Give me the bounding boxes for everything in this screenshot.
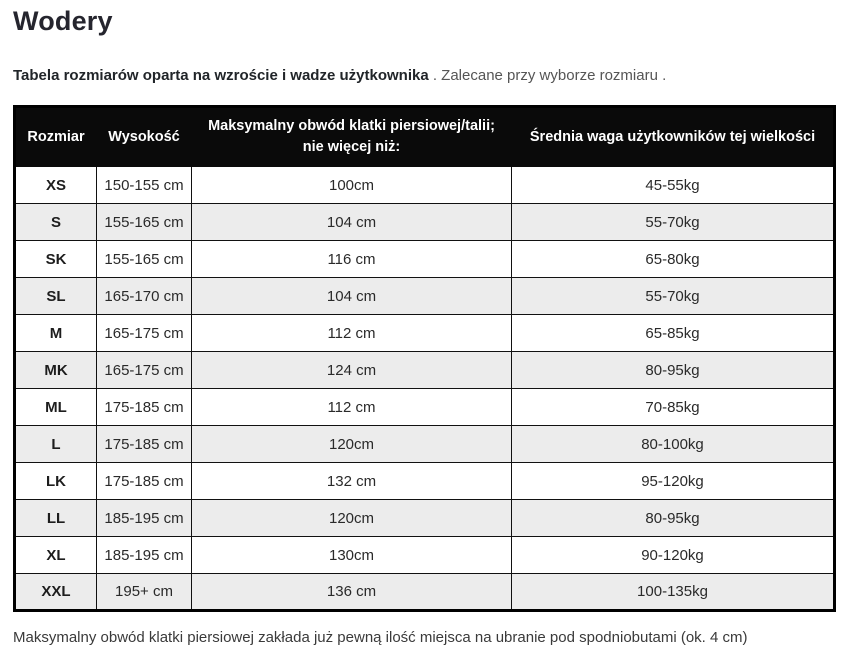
cell-weight: 80-95kg [511,351,835,390]
cell-weight: 55-70kg [511,203,835,242]
cell-size: SK [14,240,97,279]
cell-weight: 45-55kg [511,166,835,205]
cell-chest: 120cm [191,425,512,464]
cell-size: SL [14,277,97,316]
size-table-body: XS 150-155 cm 100cm 45-55kg S 155-165 cm 104 c… [14,166,835,612]
table-row: LK 175-185 cm 132 cm 95-120kg [14,462,835,501]
cell-height: 175-185 cm [96,425,192,464]
cell-chest: 136 cm [191,573,512,612]
table-row: L 175-185 cm 120cm 80-100kg [14,425,835,464]
subtitle: Tabela rozmiarów oparta na wzroście i wa… [13,67,832,85]
cell-size: MK [14,351,97,390]
cell-weight: 80-100kg [511,425,835,464]
cell-chest: 112 cm [191,388,512,427]
cell-height: 165-170 cm [96,277,192,316]
cell-height: 165-175 cm [96,351,192,390]
cell-weight: 65-85kg [511,314,835,353]
header-row: Rozmiar Wysokość Maksymalny obwód klatki… [14,105,835,168]
header-cell-size: Rozmiar [14,105,97,168]
header-cell-weight: Średnia waga użytkowników tej wielkości [511,105,835,168]
table-row: XL 185-195 cm 130cm 90-120kg [14,536,835,575]
cell-chest: 104 cm [191,203,512,242]
subtitle-bold-text: Tabela rozmiarów oparta na wzroście i wa… [13,67,429,84]
cell-size: L [14,425,97,464]
cell-chest: 120cm [191,499,512,538]
cell-weight: 55-70kg [511,277,835,316]
cell-size: ML [14,388,97,427]
cell-height: 165-175 cm [96,314,192,353]
cell-height: 195+ cm [96,573,192,612]
table-row: LL 185-195 cm 120cm 80-95kg [14,499,835,538]
page-title: Wodery [13,6,113,36]
cell-height: 175-185 cm [96,388,192,427]
table-row: XXL 195+ cm 136 cm 100-135kg [14,573,835,612]
cell-chest: 124 cm [191,351,512,390]
cell-weight: 95-120kg [511,462,835,501]
cell-height: 150-155 cm [96,166,192,205]
cell-height: 175-185 cm [96,462,192,501]
table-row: SL 165-170 cm 104 cm 55-70kg [14,277,835,316]
cell-size: XXL [14,573,97,612]
cell-size: LL [14,499,97,538]
cell-chest: 100cm [191,166,512,205]
table-row: XS 150-155 cm 100cm 45-55kg [14,166,835,205]
cell-size: LK [14,462,97,501]
size-table-header: Rozmiar Wysokość Maksymalny obwód klatki… [14,105,835,168]
cell-weight: 80-95kg [511,499,835,538]
cell-size: S [14,203,97,242]
cell-chest: 112 cm [191,314,512,353]
table-row: MK 165-175 cm 124 cm 80-95kg [14,351,835,390]
cell-height: 155-165 cm [96,203,192,242]
table-row: S 155-165 cm 104 cm 55-70kg [14,203,835,242]
table-row: M 165-175 cm 112 cm 65-85kg [14,314,835,353]
table-row: ML 175-185 cm 112 cm 70-85kg [14,388,835,427]
cell-chest: 130cm [191,536,512,575]
size-table: Rozmiar Wysokość Maksymalny obwód klatki… [13,105,836,613]
header-cell-chest: Maksymalny obwód klatki piersiowej/talii… [191,105,512,168]
table-row: SK 155-165 cm 116 cm 65-80kg [14,240,835,279]
cell-size: XL [14,536,97,575]
header-cell-height: Wysokość [96,105,192,168]
cell-height: 185-195 cm [96,499,192,538]
footnote: Maksymalny obwód klatki piersiowej zakła… [13,629,748,647]
cell-weight: 65-80kg [511,240,835,279]
cell-height: 155-165 cm [96,240,192,279]
subtitle-rest-text: . Zalecane przy wyborze rozmiaru . [428,67,667,84]
cell-height: 185-195 cm [96,536,192,575]
cell-chest: 132 cm [191,462,512,501]
cell-size: XS [14,166,97,205]
cell-size: M [14,314,97,353]
cell-chest: 104 cm [191,277,512,316]
cell-chest: 116 cm [191,240,512,279]
cell-weight: 90-120kg [511,536,835,575]
cell-weight: 100-135kg [511,573,835,612]
cell-weight: 70-85kg [511,388,835,427]
